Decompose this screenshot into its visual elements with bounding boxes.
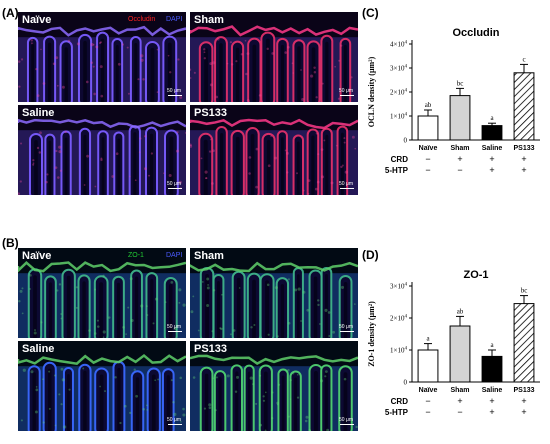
y-tick-label: 2×104 bbox=[390, 315, 407, 323]
micrograph-saline-zo1 bbox=[18, 341, 186, 431]
micrograph-title: Saline bbox=[22, 343, 55, 355]
bar-ps133 bbox=[513, 72, 535, 141]
significance-letter: c bbox=[522, 55, 525, 63]
scale-bar bbox=[168, 188, 182, 189]
bar-sham bbox=[449, 95, 471, 141]
scale-bar bbox=[168, 424, 182, 425]
scale-bar bbox=[168, 95, 182, 96]
scale-bar-label: 50 μm bbox=[167, 88, 181, 94]
htp-sign: + bbox=[521, 165, 526, 175]
stain-label-dapi: DAPI bbox=[166, 16, 183, 23]
micrograph-title: Sham bbox=[194, 250, 224, 262]
micrograph-sham-zo1 bbox=[190, 248, 358, 338]
micrograph-saline-occludin bbox=[18, 105, 186, 195]
scale-bar-label: 50 μm bbox=[339, 88, 353, 94]
x-tick-label: PS133 bbox=[513, 387, 534, 394]
scale-bar-label: 50 μm bbox=[167, 324, 181, 330]
htp-row-label: 5-HTP bbox=[385, 166, 409, 175]
htp-sign: + bbox=[489, 407, 494, 417]
y-tick-label: 3×104 bbox=[390, 283, 407, 291]
scale-bar bbox=[340, 188, 354, 189]
scale-bar-label: 50 μm bbox=[167, 417, 181, 423]
chart-title: Occludin bbox=[452, 27, 499, 39]
crd-sign: + bbox=[521, 396, 526, 406]
scale-bar-label: 50 μm bbox=[339, 324, 353, 330]
stain-label-primary: Occludin bbox=[128, 16, 156, 23]
micrograph-ps133-zo1 bbox=[190, 341, 358, 431]
htp-row-label: 5-HTP bbox=[385, 408, 409, 417]
micrograph-title: Naïve bbox=[22, 250, 52, 262]
chart-title: ZO-1 bbox=[463, 269, 488, 281]
scale-bar-label: 50 μm bbox=[339, 181, 353, 187]
micrograph-title: PS133 bbox=[194, 107, 228, 119]
micrograph-nave-occludin bbox=[18, 12, 186, 102]
y-tick-label: 1×104 bbox=[390, 347, 407, 355]
micrograph-title: Sham bbox=[194, 14, 224, 26]
micrograph-ps133-occludin bbox=[190, 105, 358, 195]
micrograph-title: Saline bbox=[22, 107, 55, 119]
significance-letter: a bbox=[490, 341, 494, 349]
significance-letter: a bbox=[426, 335, 430, 343]
crd-sign: + bbox=[489, 154, 494, 164]
htp-sign: − bbox=[457, 407, 462, 417]
scale-bar-label: 50 μm bbox=[167, 181, 181, 187]
panel-label-d: (D) bbox=[362, 248, 379, 262]
scale-bar bbox=[340, 331, 354, 332]
htp-sign: − bbox=[425, 407, 430, 417]
x-tick-label: Sham bbox=[450, 387, 469, 394]
bar-ps133 bbox=[513, 303, 535, 383]
significance-letter: bc bbox=[457, 79, 464, 87]
x-tick-label: Naïve bbox=[419, 145, 438, 152]
bar-saline bbox=[481, 355, 503, 383]
micrograph-title: PS133 bbox=[194, 343, 228, 355]
zo1-bar-chart: ZO-1 ZO-1 density (μm²) 0 1×104 2×104 3×104 a N… bbox=[367, 269, 540, 417]
significance-letter: ab bbox=[457, 307, 464, 315]
bar-nave bbox=[417, 115, 439, 141]
x-tick-label: Saline bbox=[482, 387, 503, 394]
stain-label-dapi: DAPI bbox=[166, 252, 183, 259]
y-tick-label: 0 bbox=[404, 137, 408, 145]
htp-sign: + bbox=[489, 165, 494, 175]
crd-sign: − bbox=[425, 154, 430, 164]
htp-sign: + bbox=[521, 407, 526, 417]
significance-letter: bc bbox=[521, 287, 528, 295]
y-axis-label: OCLN density (μm²) bbox=[367, 56, 376, 127]
crd-sign: + bbox=[457, 154, 462, 164]
scale-bar bbox=[168, 331, 182, 332]
crd-sign: + bbox=[489, 396, 494, 406]
x-tick-label: Saline bbox=[482, 145, 503, 152]
y-tick-label: 3×104 bbox=[390, 65, 407, 73]
occludin-bar-chart: Occludin OCLN density (μm²) 0 1×104 2×104 3×1… bbox=[367, 27, 540, 175]
scale-bar bbox=[340, 424, 354, 425]
y-tick-label: 1×104 bbox=[390, 113, 407, 121]
bar-sham bbox=[449, 325, 471, 383]
scale-bar-label: 50 μm bbox=[339, 417, 353, 423]
y-tick-label: 4×104 bbox=[390, 41, 407, 49]
bar-saline bbox=[481, 125, 503, 141]
panel-label-c: (C) bbox=[362, 6, 379, 20]
crd-sign: + bbox=[457, 396, 462, 406]
y-tick-label: 0 bbox=[404, 379, 408, 387]
x-tick-label: PS133 bbox=[513, 145, 534, 152]
bar-nave bbox=[417, 349, 439, 383]
y-axis-label: ZO-1 density (μm²) bbox=[367, 301, 376, 367]
significance-letter: a bbox=[490, 114, 494, 122]
stain-label-primary: ZO-1 bbox=[128, 252, 144, 259]
y-tick-label: 2×104 bbox=[390, 89, 407, 97]
crd-row-label: CRD bbox=[391, 155, 409, 164]
crd-sign: − bbox=[425, 396, 430, 406]
micrograph-sham-occludin bbox=[190, 12, 358, 102]
htp-sign: − bbox=[425, 165, 430, 175]
panel-label-b: (B) bbox=[2, 236, 19, 250]
significance-letter: ab bbox=[425, 101, 432, 109]
htp-sign: − bbox=[457, 165, 462, 175]
crd-sign: + bbox=[521, 154, 526, 164]
micrograph-title: Naïve bbox=[22, 14, 52, 26]
scale-bar bbox=[340, 95, 354, 96]
micrograph-nave-zo1 bbox=[18, 248, 186, 338]
panel-label-a: (A) bbox=[2, 6, 19, 20]
crd-row-label: CRD bbox=[391, 397, 409, 406]
x-tick-label: Sham bbox=[450, 145, 469, 152]
x-tick-label: Naïve bbox=[419, 387, 438, 394]
